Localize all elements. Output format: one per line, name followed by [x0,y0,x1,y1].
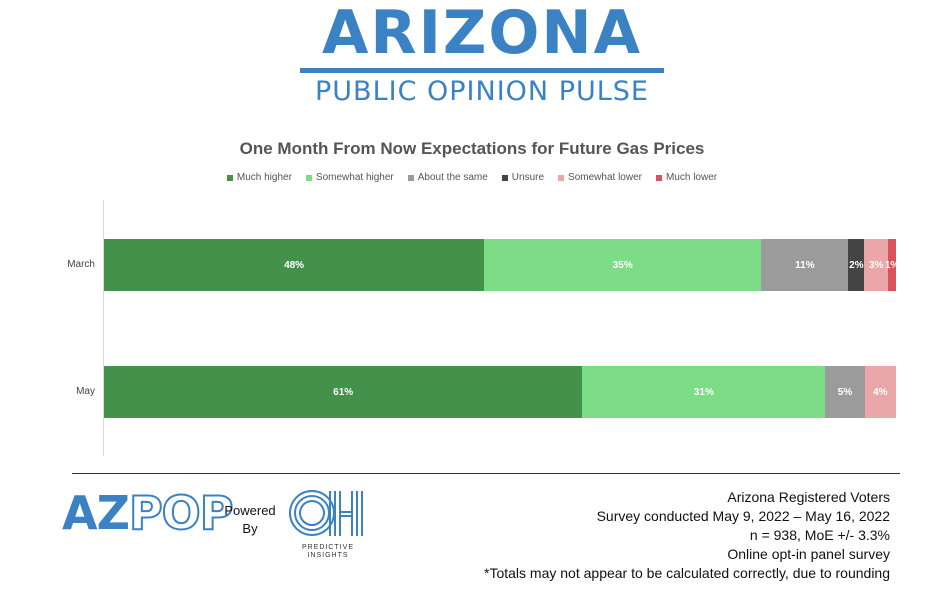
note-2: Survey conducted May 9, 2022 – May 16, 2… [596,508,890,524]
data-label: 48% [284,259,305,271]
legend-label: Somewhat higher [315,172,394,183]
chart-title: One Month From Now Expectations for Futu… [239,139,705,158]
legend-swatch [655,174,662,181]
data-label: 61% [333,386,354,398]
bar-segment-may-somewhat-higher: 31% [582,366,826,418]
bar-segment-march-much-lower: 1% [884,239,900,291]
bar-segment-may-somewhat-lower: 4% [864,366,896,418]
legend-label: Unsure [511,172,545,183]
note-5: *Totals may not appear to be calculated … [484,565,890,581]
azpop-logo-pop: POP [128,486,235,540]
logo-title: ARIZONA [321,0,643,68]
oh-tagline-2: INSIGHTS [307,552,349,559]
data-label: 2% [849,259,864,271]
note-4: Online opt-in panel survey [727,546,890,562]
legend-swatch [407,174,414,181]
data-label: 11% [795,259,815,271]
legend-item-much-lower: Much lower [655,172,718,183]
legend-label: Much lower [665,172,718,183]
legend-item-about-the-same: About the same [407,172,488,183]
bar-segment-march-about-the-same: 11% [761,239,849,291]
bar-segment-march-much-higher: 48% [104,239,485,291]
legend-item-somewhat-lower: Somewhat lower [558,172,642,183]
legend-swatch [501,174,508,181]
powered-line-2: By [242,521,258,536]
bar-segment-march-somewhat-lower: 3% [864,239,889,291]
y-axis-line [103,200,104,456]
bar-segment-march-somewhat-higher: 35% [484,239,762,291]
data-label: 35% [612,259,633,271]
category-label-may: May [76,386,95,397]
legend-swatch [558,174,565,181]
logo-subtitle: PUBLIC OPINION PULSE [315,76,649,107]
legend-label: About the same [417,172,488,183]
note-1: Arizona Registered Voters [727,489,890,505]
data-label: 4% [873,386,888,398]
legend-swatch [226,174,233,181]
oh-tagline-1: PREDICTIVE [301,544,354,551]
azpop-logo: AZPOP [62,489,235,537]
bar-segment-march-unsure: 2% [848,239,865,291]
header: ARIZONA PUBLIC OPINION PULSE [0,0,944,110]
azpop-logo-az: AZ [62,486,130,540]
data-label: 5% [837,386,853,398]
oh-tagline: PREDICTIVE INSIGHTS [286,544,370,560]
legend-swatch [305,174,312,181]
stacked-bar-plot: 48% 35% 11% 2% 3% 1% 61% 31% 5% 4% [104,200,900,456]
footer-divider [72,473,900,474]
category-label-march: March [67,259,95,270]
oh-predictive-insights-logo: OH [289,490,363,536]
legend-item-unsure: Unsure [501,172,545,183]
legend-item-much-higher: Much higher [226,172,292,183]
legend-item-somewhat-higher: Somewhat higher [305,172,394,183]
data-label: 3% [868,259,884,271]
survey-notes: Arizona Registered Voters Survey conduct… [484,488,890,583]
powered-by-text: Powered By [220,502,280,538]
note-3: n = 938, MoE +/- 3.3% [749,527,890,543]
powered-line-1: Powered [224,503,276,518]
bar-segment-may-about-the-same: 5% [825,366,865,418]
bar-segment-may-much-higher: 61% [104,366,583,418]
logo-underline [300,68,664,73]
data-label: 31% [693,386,714,398]
legend-label: Much higher [236,172,292,183]
legend-label: Somewhat lower [568,172,642,183]
chart-legend: Much higher Somewhat higher About the same… [0,172,944,183]
data-label: 1% [884,259,900,271]
